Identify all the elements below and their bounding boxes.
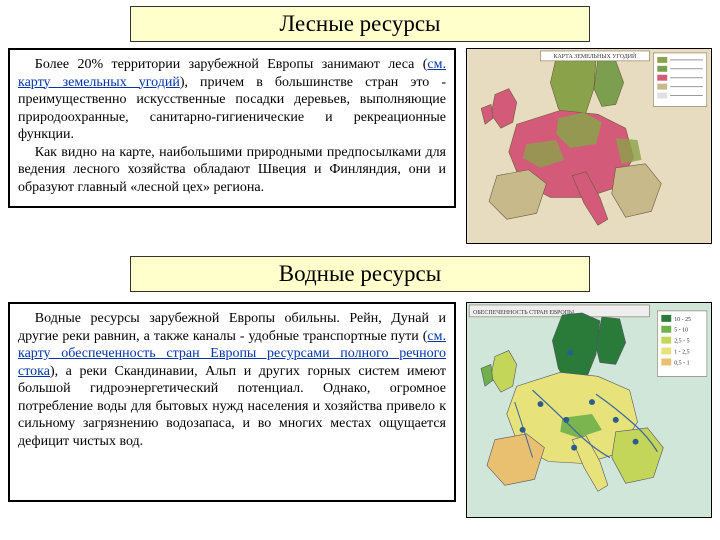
svg-text:10 - 25: 10 - 25 bbox=[674, 317, 691, 323]
svg-text:1 - 2,5: 1 - 2,5 bbox=[674, 350, 689, 356]
svg-text:5 - 10: 5 - 10 bbox=[674, 328, 688, 334]
water-tail: ), а реки Скандинавии, Альп и других гор… bbox=[18, 364, 446, 449]
heading-forest: Лесные ресурсы bbox=[130, 6, 590, 42]
forest-para2: Как видно на карте, наибольшими природны… bbox=[18, 144, 446, 197]
svg-text:0,5 - 1: 0,5 - 1 bbox=[674, 360, 689, 366]
forest-lead: Более 20% территории зарубежной Европы з… bbox=[35, 57, 428, 72]
water-lead: Водные ресурсы зарубежной Европы обильны… bbox=[18, 311, 446, 344]
svg-text:2,5 - 5: 2,5 - 5 bbox=[674, 339, 689, 345]
heading-water-text: Водные ресурсы bbox=[279, 261, 441, 286]
body-water: Водные ресурсы зарубежной Европы обильны… bbox=[8, 302, 456, 502]
forest-para1: Более 20% территории зарубежной Европы з… bbox=[18, 56, 446, 144]
water-para: Водные ресурсы зарубежной Европы обильны… bbox=[18, 310, 446, 450]
body-forest: Более 20% территории зарубежной Европы з… bbox=[8, 48, 456, 208]
map-land-use-svg: КАРТА ЗЕМЕЛЬНЫХ УГОДИЙ bbox=[467, 49, 711, 243]
heading-forest-text: Лесные ресурсы bbox=[280, 11, 441, 36]
map-water-svg: ОБЕСПЕЧЕННОСТЬ СТРАН ЕВРОПЫ... bbox=[467, 303, 711, 517]
map-land-use: КАРТА ЗЕМЕЛЬНЫХ УГОДИЙ bbox=[466, 48, 712, 244]
heading-water: Водные ресурсы bbox=[130, 256, 590, 292]
map-water: ОБЕСПЕЧЕННОСТЬ СТРАН ЕВРОПЫ... bbox=[466, 302, 712, 518]
map1-title: КАРТА ЗЕМЕЛЬНЫХ УГОДИЙ bbox=[554, 52, 637, 60]
